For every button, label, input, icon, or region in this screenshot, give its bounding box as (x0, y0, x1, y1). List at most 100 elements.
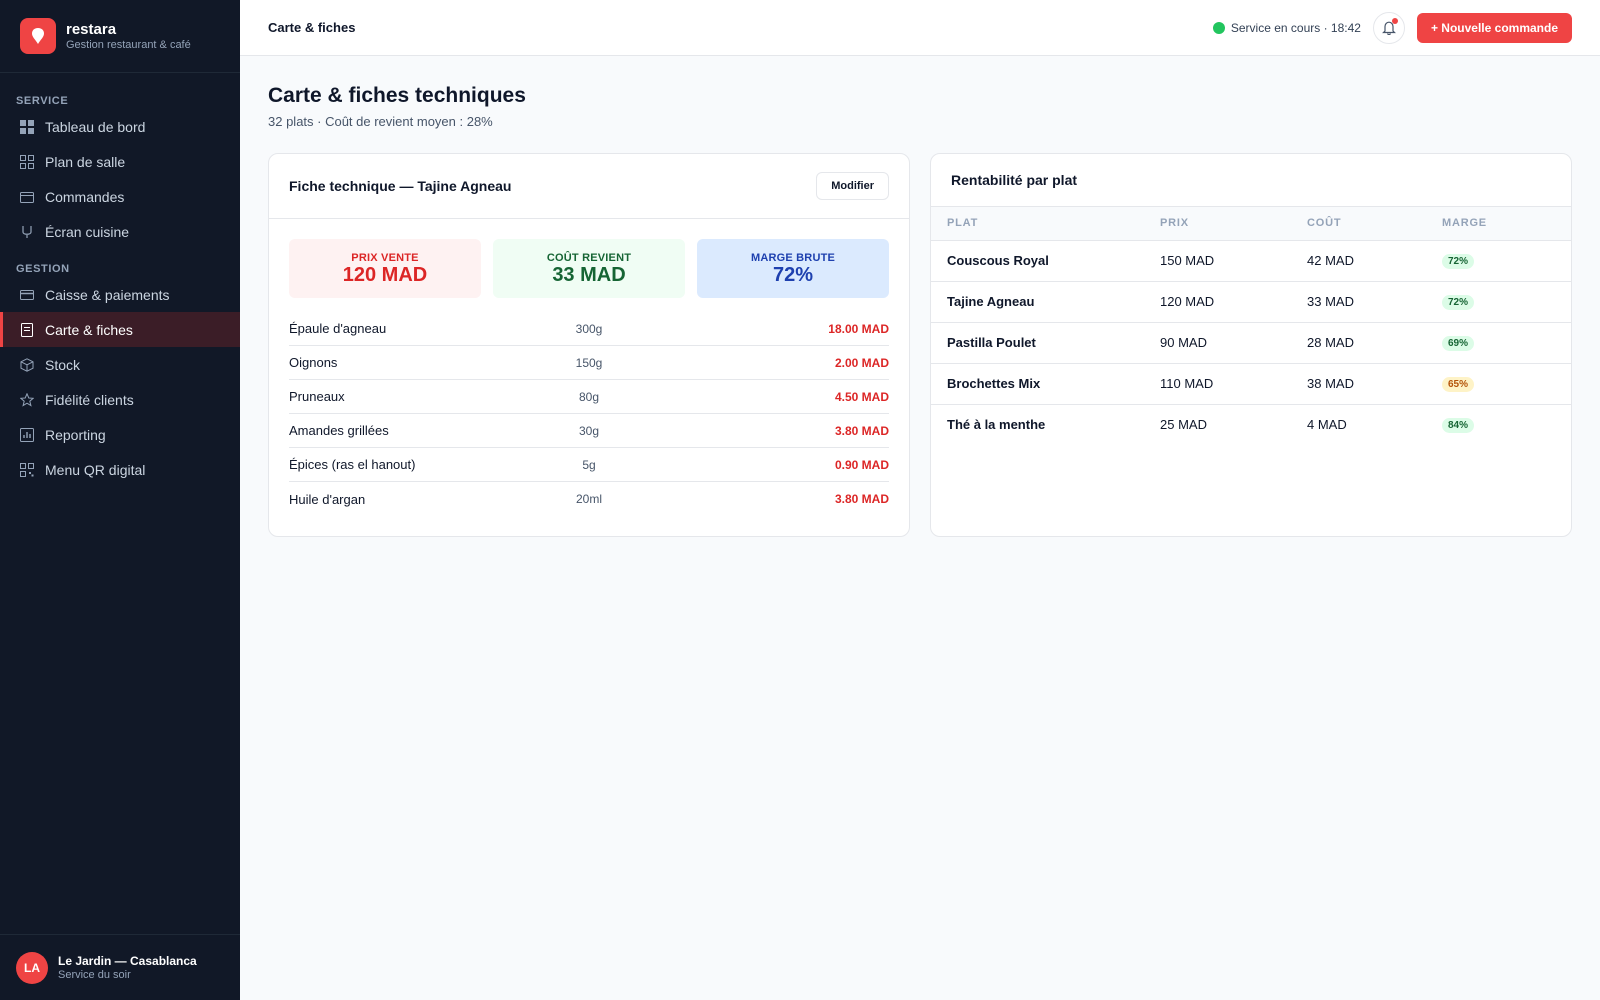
plat-name: Couscous Royal (931, 240, 1160, 282)
sidebar-item-caisse-paiements[interactable]: Caisse & paiements (0, 277, 240, 312)
sidebar-item-label: Caisse & paiements (45, 286, 170, 303)
table-row[interactable]: Pastilla Poulet 90 MAD 28 MAD 69% (931, 322, 1571, 364)
kitchen-icon (20, 225, 34, 239)
plat-cout: 28 MAD (1307, 322, 1442, 364)
ingredient-row: Huile d'argan 20ml 3.80 MAD (289, 482, 889, 516)
menu-sheet-icon (20, 322, 34, 337)
orders-icon (20, 190, 34, 204)
ingredient-name: Amandes grillées (289, 423, 389, 438)
plat-name: Tajine Agneau (931, 281, 1160, 323)
sidebar-item-label: Commandes (45, 188, 125, 205)
box-icon (20, 357, 34, 372)
margin-badge: 65% (1442, 377, 1475, 392)
sidebar-item-label: Carte & fiches (45, 321, 133, 338)
ingredient-list: Épaule d'agneau 300g 18.00 MAD Oignons 1… (269, 298, 909, 516)
ingredient-row: Amandes grillées 30g 3.80 MAD (289, 414, 889, 448)
logo-icon (20, 18, 56, 54)
kpi-prix-vente: PRIX VENTE 120 MAD (289, 239, 481, 298)
kpi-label: COÛT REVIENT (546, 251, 632, 264)
column-header-prix[interactable]: PRIX (1160, 207, 1307, 241)
plat-cout: 38 MAD (1307, 363, 1442, 405)
nav-section-gestion: GESTION (16, 263, 70, 275)
sidebar-item-carte-fiches[interactable]: Carte & fiches (0, 312, 240, 347)
fiche-title: Fiche technique — Tajine Agneau (289, 178, 512, 194)
sidebar-item-plan-de-salle[interactable]: Plan de salle (0, 144, 240, 179)
column-header-marge[interactable]: MARGE (1442, 207, 1571, 241)
sidebar-item-stock[interactable]: Stock (0, 347, 240, 382)
plat-cout: 4 MAD (1307, 417, 1347, 433)
sidebar-item-label: Menu QR digital (45, 461, 146, 478)
plat-prix: 25 MAD (1160, 417, 1207, 433)
user-profile[interactable]: LA Le Jardin — Casablanca Service du soi… (0, 934, 240, 1000)
qr-icon (20, 462, 34, 477)
plat-prix: 120 MAD (1160, 281, 1307, 323)
table-row[interactable]: Couscous Royal 150 MAD 42 MAD 72% (931, 240, 1571, 282)
sidebar-item-tableau-de-bord[interactable]: Tableau de bord (0, 109, 240, 144)
app-subtitle: Gestion restaurant & café (66, 38, 191, 51)
ingredient-name: Oignons (289, 355, 338, 370)
ingredient-name: Épaule d'agneau (289, 321, 387, 336)
sidebar-item-commandes[interactable]: Commandes (0, 179, 240, 214)
table-header-row: PLAT PRIX COÛT MARGE (931, 207, 1571, 241)
table-row[interactable]: Brochettes Mix 110 MAD 38 MAD 65% (931, 363, 1571, 405)
rentabilite-table: PLAT PRIX COÛT MARGE Couscous Royal 150 … (931, 207, 1571, 445)
sidebar-item-label: Fidélité clients (45, 391, 134, 408)
margin-badge: 84% (1442, 418, 1475, 434)
rentabilite-card: Rentabilité par plat PLAT PRIX COÛT MARG… (930, 153, 1572, 537)
topbar: Carte & fiches Service en cours · 18:42 … (240, 0, 1600, 56)
sidebar-item-label: Reporting (45, 426, 106, 443)
kpi-value: 72% (772, 263, 814, 286)
kpi-marge-brute: MARGE BRUTE 72% (697, 239, 889, 298)
ingredient-row: Épices (ras el hanout) 5g 0.90 MAD (289, 448, 889, 482)
kpi-cout-revient: COÛT REVIENT 33 MAD (493, 239, 685, 298)
plat-name: Brochettes Mix (931, 363, 1160, 405)
plat-cout: 42 MAD (1307, 240, 1442, 282)
ingredient-row: Pruneaux 80g 4.50 MAD (289, 380, 889, 414)
brand[interactable]: restara Gestion restaurant & café (0, 0, 240, 73)
margin-badge: 72% (1442, 254, 1475, 269)
service-shift: Service du soir (58, 968, 131, 981)
ingredient-row: Oignons 150g 2.00 MAD (289, 346, 889, 380)
ingredient-row: Épaule d'agneau 300g 18.00 MAD (289, 312, 889, 346)
ingredient-name: Épices (ras el hanout) (289, 457, 416, 472)
restaurant-name: Le Jardin — Casablanca (58, 953, 197, 968)
service-status: Service en cours · 18:42 (1212, 20, 1361, 35)
bell-icon (1382, 21, 1396, 35)
breadcrumb: Carte & fiches (268, 20, 356, 35)
page-subtitle: 32 plats · Coût de revient moyen : 28% (268, 114, 493, 129)
edit-button[interactable]: Modifier (816, 172, 889, 200)
ingredient-cost: 0.90 MAD (834, 457, 889, 472)
sidebar-item-label: Stock (45, 356, 81, 373)
column-header-plat[interactable]: PLAT (931, 207, 1160, 241)
new-order-button[interactable]: + Nouvelle commande (1416, 12, 1572, 43)
dashboard-icon (20, 119, 34, 134)
sidebar-item-fidelite-clients[interactable]: Fidélité clients (0, 382, 240, 417)
avatar: LA (16, 951, 48, 984)
notification-dot (1391, 17, 1398, 24)
ingredient-cost: 3.80 MAD (834, 492, 889, 506)
rentabilite-title: Rentabilité par plat (951, 172, 1078, 188)
status-dot-icon (1212, 21, 1225, 34)
sidebar-item-reporting[interactable]: Reporting (0, 417, 240, 452)
ingredient-cost: 2.00 MAD (834, 355, 889, 370)
notifications-button[interactable] (1372, 11, 1405, 44)
floor-plan-icon (20, 154, 34, 169)
table-row[interactable]: Thé à la menthe 25 MAD 4 MAD 84% (931, 404, 1571, 445)
plat-name: Pastilla Poulet (931, 322, 1160, 364)
chart-icon (20, 427, 34, 442)
star-icon (20, 392, 34, 407)
column-header-cout[interactable]: COÛT (1307, 207, 1442, 241)
ingredient-cost: 4.50 MAD (834, 389, 889, 404)
plat-prix: 150 MAD (1160, 240, 1307, 282)
plat-prix: 110 MAD (1160, 363, 1307, 405)
sidebar-item-ecran-cuisine[interactable]: Écran cuisine (0, 214, 240, 249)
margin-badge: 72% (1442, 295, 1475, 310)
table-row[interactable]: Tajine Agneau 120 MAD 33 MAD 72% (931, 281, 1571, 323)
card-icon (20, 288, 34, 302)
app-name: restara (66, 20, 117, 38)
ingredient-name: Huile d'argan (289, 491, 366, 507)
service-status-text: Service en cours · 18:42 (1230, 20, 1361, 35)
ingredient-cost: 3.80 MAD (834, 423, 889, 438)
kpi-label: PRIX VENTE (351, 251, 419, 264)
sidebar-item-menu-qr[interactable]: Menu QR digital (0, 452, 240, 487)
